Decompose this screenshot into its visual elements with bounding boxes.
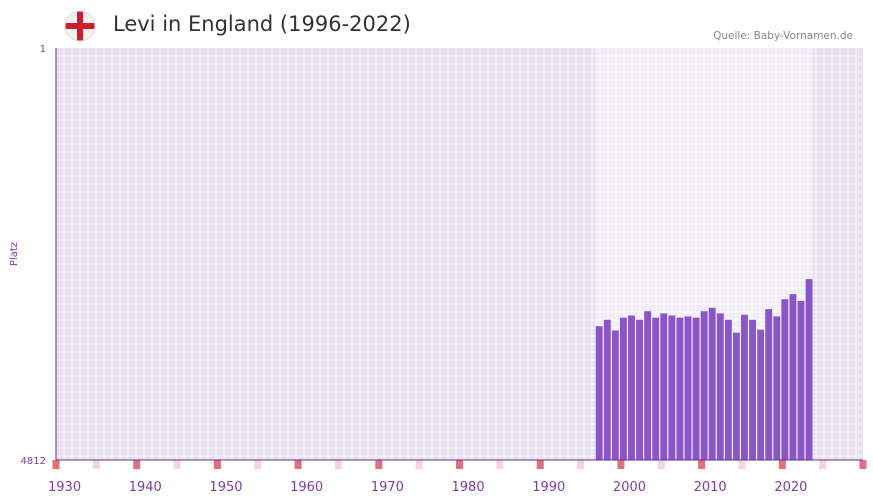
bar xyxy=(781,299,789,460)
decade-marker xyxy=(334,460,342,469)
decade-marker xyxy=(254,460,262,469)
bar xyxy=(620,317,627,460)
bar xyxy=(716,313,724,460)
x-tick-label: 1940 xyxy=(129,480,162,495)
decade-marker xyxy=(859,460,867,469)
bar xyxy=(684,316,692,460)
x-tick-label: 1990 xyxy=(532,480,565,495)
y-tick-labels: 1 4812 xyxy=(21,44,46,467)
bars xyxy=(595,279,813,460)
bar xyxy=(676,317,684,460)
x-tick-label: 2010 xyxy=(694,480,727,495)
x-tick-label: 2020 xyxy=(774,480,807,495)
x-tick-label: 1960 xyxy=(290,480,323,495)
y-axis-label: Platz xyxy=(9,242,20,266)
decade-marker xyxy=(133,460,141,469)
chart-title: Levi in England (1996-2022) xyxy=(113,12,411,36)
bar xyxy=(732,332,740,460)
decade-marker xyxy=(778,460,786,469)
bar xyxy=(773,316,781,460)
decade-marker xyxy=(819,460,827,469)
bar xyxy=(668,315,676,460)
y-tick-label: 4812 xyxy=(21,456,46,467)
decade-marker xyxy=(496,460,504,469)
bar xyxy=(700,311,708,460)
x-tick-label: 2000 xyxy=(613,480,646,495)
x-tick-labels: 1930 1940 1950 1960 1970 1980 1990 2000 2010 2020 xyxy=(48,480,807,495)
decade-marker xyxy=(52,460,60,469)
decade-marker xyxy=(617,460,625,469)
decade-marker xyxy=(657,460,665,469)
bar xyxy=(603,319,611,460)
decade-marker xyxy=(213,460,221,469)
decade-marker xyxy=(738,460,746,469)
decade-marker xyxy=(415,460,423,469)
decade-marker xyxy=(698,460,706,469)
bar xyxy=(765,309,773,460)
bar xyxy=(660,313,668,460)
decade-marker xyxy=(375,460,383,469)
decade-marker xyxy=(456,460,463,469)
bar xyxy=(749,319,756,460)
decade-marker xyxy=(577,460,585,469)
y-tick-label: 1 xyxy=(40,44,46,55)
bar xyxy=(797,300,805,460)
bar xyxy=(611,330,619,460)
bar xyxy=(724,319,732,460)
x-tick-label: 1950 xyxy=(209,480,242,495)
bar xyxy=(741,314,748,460)
bar xyxy=(595,326,603,460)
decade-marker xyxy=(536,460,544,469)
source-label: Quelle: Baby-Vornamen.de xyxy=(713,30,853,42)
x-tick-label: 1970 xyxy=(371,480,404,495)
decade-marker xyxy=(92,460,100,469)
england-flag-icon xyxy=(64,10,96,42)
grid xyxy=(56,48,863,460)
bar xyxy=(628,315,635,460)
decade-marker xyxy=(294,460,302,469)
bar xyxy=(692,317,700,460)
decade-markers xyxy=(52,460,867,469)
bar xyxy=(757,329,765,460)
bar xyxy=(644,311,652,460)
bar xyxy=(636,319,644,460)
decade-marker xyxy=(173,460,181,469)
x-tick-label: 1930 xyxy=(48,480,81,495)
bar xyxy=(805,279,813,460)
bar xyxy=(708,307,716,460)
bar xyxy=(789,294,797,460)
bar xyxy=(652,317,660,460)
x-tick-label: 1980 xyxy=(452,480,485,495)
